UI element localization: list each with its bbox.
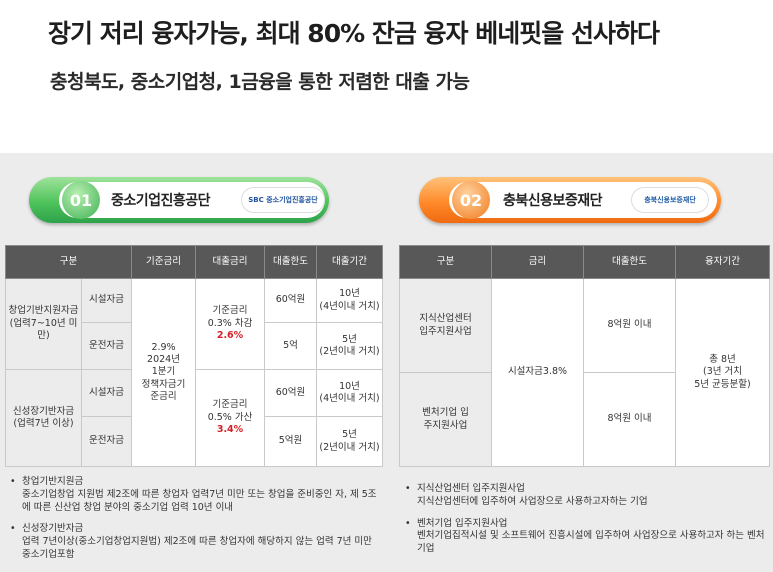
loan-limit-cell: 5억 bbox=[264, 322, 318, 370]
section-number: 01 bbox=[69, 190, 93, 210]
header-base-rate: 기준금리 bbox=[131, 245, 197, 279]
note-body: 업력 7년이상(중소기업창업지원법) 제2조에 따른 창업자에 해당하지 않는 … bbox=[22, 536, 372, 561]
loan-rate-cell-1: 기준금리 0.3% 차감 2.6% bbox=[195, 278, 266, 370]
loan-period-cell: 10년 (4년이내 거치) bbox=[316, 278, 384, 323]
note-body: 중소기업창업 지원법 제2조에 따른 창업자 업력7년 미만 또는 창업을 준비… bbox=[22, 488, 377, 513]
section-label: 충북신용보증재단 bbox=[503, 193, 603, 209]
operating-fund-cell: 운전자금 bbox=[80, 322, 133, 370]
rate-value: 3.4% bbox=[216, 424, 244, 436]
credit-guarantee-notes: 지식산업센터 입주지원사업 지식산업센터에 입주하여 사업장으로 사용하고자하는… bbox=[405, 483, 765, 565]
loan-limit-cell: 8억원 이내 bbox=[583, 278, 676, 373]
loan-rate-cell-2: 기준금리 0.5% 가산 3.4% bbox=[195, 369, 266, 467]
note-body: 지식산업센터에 입주하여 사업장으로 사용하고자하는 기업 bbox=[417, 495, 648, 507]
loan-period-cell: 총 8년 (3년 거치 5년 균등분할) bbox=[675, 278, 770, 467]
facility-fund-cell: 시설자금 bbox=[80, 278, 133, 323]
header-loan-period: 대출기간 bbox=[316, 245, 384, 279]
group-startup-fund: 창업기반지원자금 (업력7~10년 미만) bbox=[5, 278, 82, 370]
sbc-notes: 창업기반지원금 중소기업창업 지원법 제2조에 따른 창업자 업력7년 미만 또… bbox=[10, 476, 382, 571]
loan-period-cell: 5년 (2년이내 거치) bbox=[316, 416, 384, 467]
operating-fund-cell: 운전자금 bbox=[80, 416, 133, 467]
note-head: 지식산업센터 입주지원사업 bbox=[417, 483, 525, 494]
knowledge-center-row-label: 지식산업센터 입주지원사업 bbox=[399, 278, 492, 373]
loan-period-cell: 10년 (4년이내 거치) bbox=[316, 369, 384, 417]
sbc-section-header: 01 중소기업진흥공단 SBC 중소기업진흥공단 bbox=[29, 177, 329, 223]
group-growth-fund: 신성장기반자금 (업력7년 이상) bbox=[5, 369, 82, 467]
number-badge bbox=[452, 181, 490, 219]
note-item: 벤처기업 입주지원사업 벤처기업집적시설 및 소프트웨어 진흥시설에 입주하여 … bbox=[405, 518, 765, 556]
note-head: 벤처기업 입주지원사업 bbox=[417, 517, 508, 529]
credit-guarantee-loan-table: 구분 금리 대출한도 융자기간 지식산업센터 입주지원사업 시설자금3.8% 8… bbox=[399, 245, 770, 467]
header-category: 구분 bbox=[4, 245, 133, 279]
loan-limit-cell: 8억원 이내 bbox=[583, 372, 676, 467]
number-badge bbox=[62, 181, 100, 219]
header-rate: 금리 bbox=[491, 245, 584, 279]
loan-period-cell: 5년 (2년이내 거치) bbox=[316, 322, 384, 370]
header-loan-rate: 대출금리 bbox=[195, 245, 266, 279]
note-item: 창업기반지원금 중소기업창업 지원법 제2조에 따른 창업자 업력7년 미만 또… bbox=[10, 476, 382, 514]
loan-limit-cell: 5억원 bbox=[264, 416, 318, 467]
note-item: 신성장기반자금 업력 7년이상(중소기업창업지원법) 제2조에 따른 창업자에 … bbox=[10, 523, 382, 561]
rate-value: 2.6% bbox=[216, 330, 244, 342]
header-loan-limit: 대출한도 bbox=[583, 245, 676, 279]
header-loan-limit: 대출한도 bbox=[264, 245, 318, 279]
facility-fund-cell: 시설자금 bbox=[80, 369, 133, 417]
section-number: 02 bbox=[459, 190, 483, 210]
page-title: 장기 저리 융자가능, 최대 80% 잔금 융자 베네핏을 선사하다 bbox=[48, 19, 660, 48]
note-item: 지식산업센터 입주지원사업 지식산업센터에 입주하여 사업장으로 사용하고자하는… bbox=[405, 483, 765, 509]
credit-foundation-logo-icon: 충북신용보증재단 bbox=[631, 187, 709, 213]
sbc-logo-icon: SBC 중소기업진흥공단 bbox=[241, 187, 325, 213]
header-loan-period: 융자기간 bbox=[675, 245, 770, 279]
sbc-loan-table: 구분 기준금리 대출금리 대출한도 대출기간 창업기반지원자금 (업력7~10년… bbox=[4, 245, 384, 467]
note-head: 창업기반지원금 bbox=[22, 476, 84, 487]
loan-limit-cell: 60억원 bbox=[264, 369, 318, 417]
section-label: 중소기업진흥공단 bbox=[111, 193, 211, 209]
venture-row-label: 벤처기업 입 주지원사업 bbox=[399, 372, 492, 467]
credit-guarantee-section-header: 02 충북신용보증재단 충북신용보증재단 bbox=[419, 177, 721, 223]
header-category: 구분 bbox=[399, 245, 492, 279]
note-head: 신성장기반자금 bbox=[22, 523, 84, 535]
loan-limit-cell: 60억원 bbox=[264, 278, 318, 323]
base-rate-cell: 2.9% 2024년 1분기 정책자금기 준금리 bbox=[131, 278, 197, 467]
note-body: 벤처기업집적시설 및 소프트웨어 진흥시설에 입주하여 사업장으로 사용하고자 … bbox=[417, 530, 765, 555]
page-subtitle: 충청북도, 중소기업청, 1금융을 통한 저렴한 대출 가능 bbox=[50, 71, 470, 93]
rate-cell: 시설자금3.8% bbox=[491, 278, 584, 467]
